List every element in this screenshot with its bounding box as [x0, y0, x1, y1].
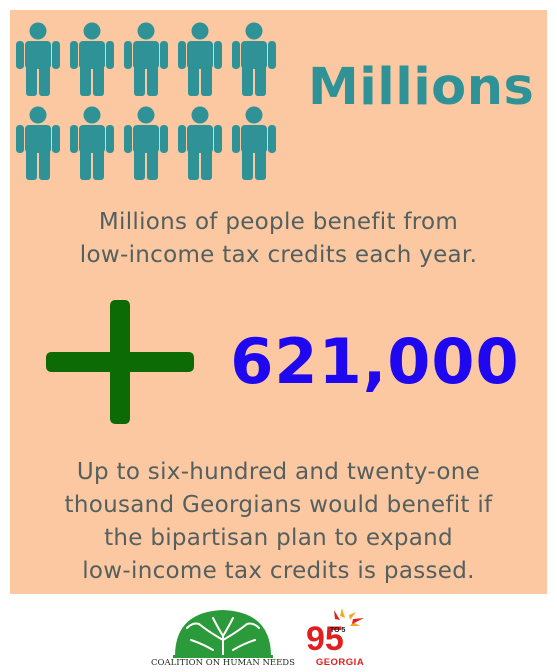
- beneficiary-count: 621,000: [230, 325, 520, 398]
- 95-to-5-logo-icon: 95 TO 5: [306, 608, 364, 658]
- plus-icon: [46, 300, 194, 424]
- people-icon-group: [14, 22, 280, 184]
- person-icon: [68, 22, 116, 96]
- logo-95-small: TO 5: [330, 627, 346, 634]
- footer-logos: COALITION ON HUMAN NEEDS 95 TO 5 GEORGIA: [0, 594, 557, 672]
- person-icon: [68, 106, 116, 180]
- benefit-line: Millions of people benefit from: [98, 209, 459, 235]
- person-icon: [122, 106, 170, 180]
- expand-line: the bipartisan plan to expand: [104, 525, 453, 551]
- expand-line: thousand Georgians would benefit if: [64, 492, 493, 518]
- benefit-text: Millions of people benefit from low-inco…: [10, 206, 547, 272]
- person-icon: [14, 22, 62, 96]
- person-icon: [230, 106, 278, 180]
- person-icon: [122, 22, 170, 96]
- person-icon: [176, 106, 224, 180]
- infographic-panel: Millions Millions of people benefit from…: [10, 10, 547, 594]
- coalition-name: COALITION ON HUMAN NEEDS: [151, 658, 295, 668]
- person-icon: [176, 22, 224, 96]
- expand-line: Up to six-hundred and twenty-one: [76, 459, 481, 485]
- expand-line: low-income tax credits is passed.: [82, 558, 475, 584]
- 95-to-5-georgia-logo[interactable]: 95 TO 5 GEORGIA: [300, 604, 380, 670]
- coalition-on-human-needs-logo[interactable]: COALITION ON HUMAN NEEDS: [148, 606, 298, 670]
- tree-logo-icon: [173, 610, 273, 658]
- headline: Millions: [308, 58, 535, 117]
- person-icon: [14, 106, 62, 180]
- person-icon: [230, 22, 278, 96]
- logo-95-word: GEORGIA: [315, 657, 365, 668]
- benefit-line: low-income tax credits each year.: [79, 242, 478, 268]
- expand-text: Up to six-hundred and twenty-one thousan…: [10, 456, 547, 588]
- logo-95-big: 95: [306, 620, 344, 658]
